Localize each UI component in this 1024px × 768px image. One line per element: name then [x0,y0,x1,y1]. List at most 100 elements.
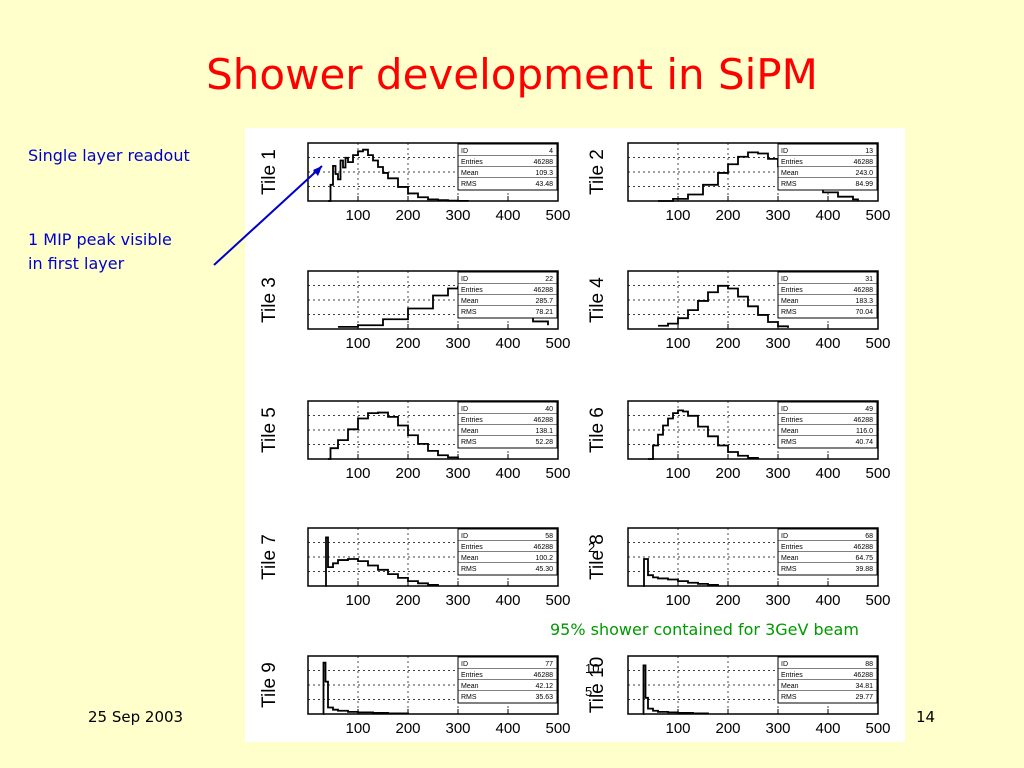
stats-value: 52.28 [535,439,553,446]
stats-label: ID [781,148,788,155]
tile-label: Tile 3 [259,277,280,323]
stats-value: 13 [865,148,873,155]
stats-label: Mean [781,683,799,690]
stats-label: RMS [781,309,797,316]
histogram-10: 100 200 300 400 500 ID 88 Entries 46288 Mean 34.81… [587,655,891,737]
x-tick-label: 300 [765,207,790,224]
stats-value: 42.12 [535,683,553,690]
stats-value: 4 [549,148,553,155]
stats-value: 109.3 [535,170,553,177]
histogram-curve [642,664,709,715]
stats-label: Mean [461,428,479,435]
stats-label: RMS [781,181,797,188]
histogram-curve [322,661,409,715]
stats-box [777,271,878,319]
histogram-3: 100 200 300 400 500 ID 22 Entries 46288 Mean 285.7… [259,270,571,352]
stats-value: 285.7 [535,298,553,305]
stats-value: 46288 [854,287,874,294]
x-tick-label: 200 [395,335,420,352]
stats-value: 64.75 [855,555,873,562]
x-tick-label: 400 [815,465,840,482]
x-tick-label: 300 [445,592,470,609]
stats-label: Entries [461,544,483,551]
stats-box [457,143,558,191]
stats-value: 46288 [854,159,874,166]
tile-label: Tile 7 [259,534,280,580]
stats-value: 84.99 [855,181,873,188]
stats-label: Entries [781,417,803,424]
histogram-1: 100 200 300 400 500 ID 4 Entries 46288 Mean 109.3 R… [259,142,571,224]
stats-value: 46288 [534,417,554,424]
x-tick-label: 500 [865,720,890,737]
tile-label: Tile 6 [587,407,608,453]
stats-label: ID [461,661,468,668]
x-tick-label: 500 [545,465,570,482]
tile-label: Tile 1 [259,149,280,195]
x-tick-label: 300 [445,720,470,737]
histogram-curve [658,151,859,202]
stray-tick-label: 5 [585,684,592,699]
stats-value: 29.77 [855,694,873,701]
x-tick-label: 300 [445,465,470,482]
x-tick-label: 200 [395,465,420,482]
x-tick-label: 500 [865,465,890,482]
stats-value: 77 [545,661,553,668]
stats-value: 46288 [854,672,874,679]
histogram-6: 100 200 300 400 500 ID 49 Entries 46288 Mean 116.0… [587,400,891,482]
stats-label: Entries [461,159,483,166]
x-tick-label: 400 [815,592,840,609]
stats-value: 22 [545,276,553,283]
histogram-curve [328,411,459,460]
x-tick-label: 200 [715,592,740,609]
x-tick-label: 100 [345,335,370,352]
stats-value: 40 [545,406,553,413]
x-tick-label: 400 [495,720,520,737]
stats-label: ID [781,533,788,540]
stats-label: RMS [461,439,477,446]
x-tick-label: 100 [665,465,690,482]
stats-label: RMS [781,439,797,446]
stats-label: RMS [781,566,797,573]
stats-value: 43.48 [535,181,553,188]
stats-value: 46288 [854,417,874,424]
x-tick-label: 400 [495,207,520,224]
stats-value: 39.88 [855,566,873,573]
x-tick-label: 100 [665,720,690,737]
stats-label: Mean [781,428,799,435]
x-tick-label: 300 [445,207,470,224]
stray-tick-label: 2 [588,540,595,555]
x-tick-label: 200 [715,207,740,224]
stats-box [457,271,558,319]
stats-value: 46288 [854,544,874,551]
stats-box [457,528,558,576]
stats-value: 35.63 [535,694,553,701]
stats-label: Entries [461,287,483,294]
x-tick-label: 200 [395,720,420,737]
x-tick-label: 100 [345,592,370,609]
histogram-8: 100 200 300 400 500 ID 68 Entries 46288 Mean 64.75… [587,527,891,609]
x-tick-label: 300 [445,335,470,352]
stats-label: Mean [781,298,799,305]
stats-label: RMS [781,694,797,701]
tile-label: Tile 9 [259,662,280,708]
x-tick-label: 400 [815,720,840,737]
histogram-curve [643,558,719,587]
tile-label: Tile 2 [587,149,608,195]
stats-value: 100.2 [535,555,553,562]
stats-box [777,143,878,191]
histogram-curve [648,409,759,460]
x-tick-label: 200 [395,207,420,224]
stats-value: 183.3 [855,298,873,305]
x-tick-label: 100 [345,465,370,482]
mip-note-line-2: in first layer [28,254,125,273]
tile-label: Tile 5 [259,407,280,453]
page-number: 14 [916,708,936,726]
stats-label: RMS [461,566,477,573]
x-tick-label: 400 [495,592,520,609]
stats-value: 34.81 [855,683,873,690]
x-tick-label: 200 [395,592,420,609]
histogram-panel: 100 200 300 400 500 ID 4 Entries 46288 Mean 109.3 R… [245,128,905,742]
stats-label: Mean [461,298,479,305]
stats-value: 58 [545,533,553,540]
x-tick-label: 500 [865,207,890,224]
